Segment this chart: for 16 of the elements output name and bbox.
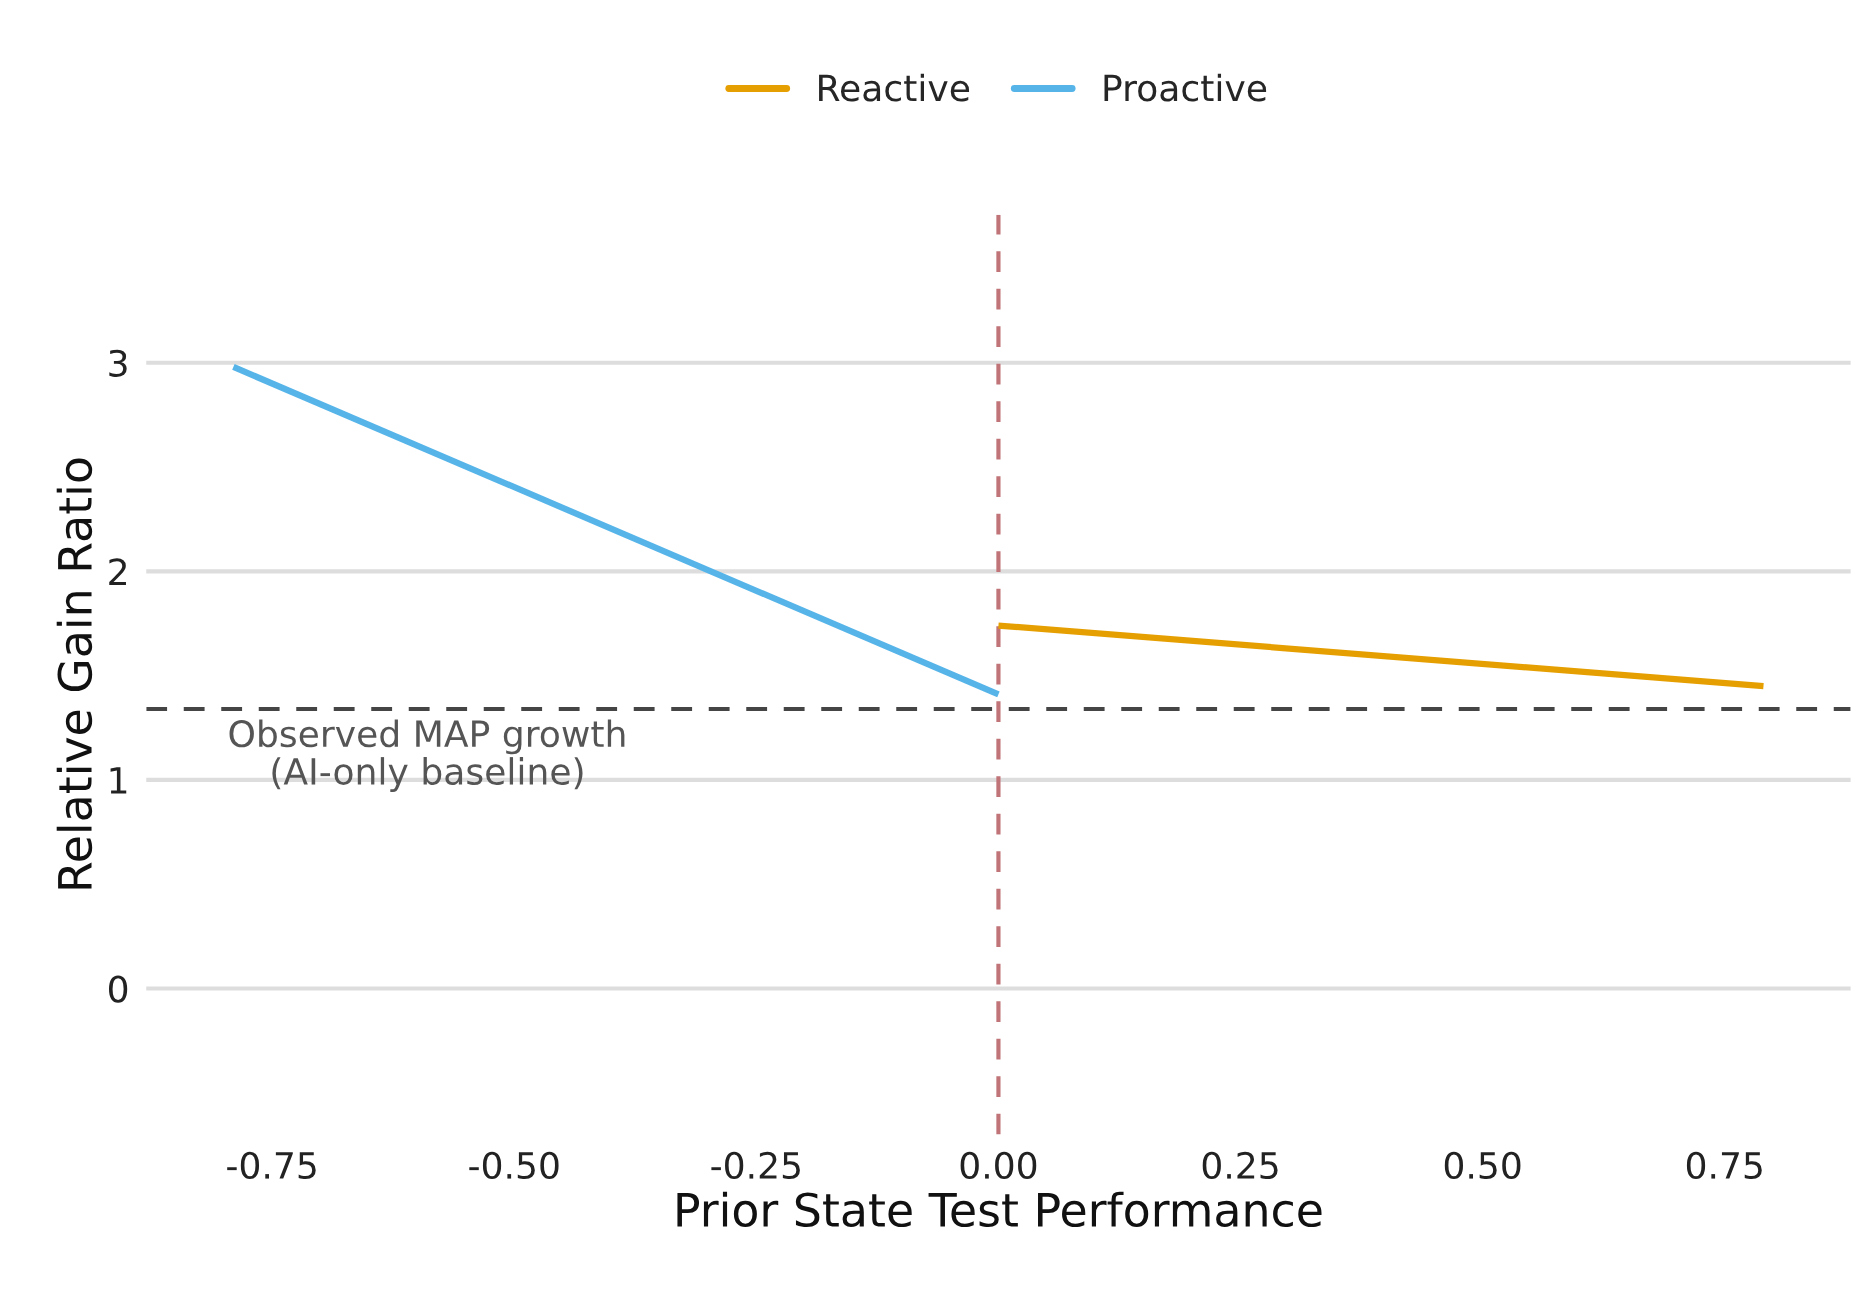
ref-line-label: Observed MAP growth (AI-only baseline)	[229, 719, 625, 793]
x-tick-label: -0.50	[469, 1151, 559, 1180]
legend-label: Reactive	[819, 73, 970, 102]
x-tick-label: -0.75	[227, 1151, 316, 1180]
x-tick-label: 0.50	[1444, 1151, 1521, 1180]
x-tick-label: 0.25	[1202, 1151, 1278, 1180]
x-tick-label: 0.00	[960, 1151, 1037, 1180]
legend-label: Proactive	[1104, 73, 1267, 102]
x-tick-label: -0.25	[711, 1151, 800, 1180]
x-tick-label: 0.75	[1686, 1151, 1762, 1180]
y-axis-title: Relative Gain Ratio	[56, 458, 93, 889]
y-tick-label: 0	[108, 975, 128, 1003]
x-axis-title: Prior State Test Performance	[677, 1191, 1322, 1228]
y-tick-label: 3	[109, 349, 127, 377]
y-tick-label: 1	[110, 767, 127, 794]
y-tick-label: 2	[109, 558, 126, 586]
